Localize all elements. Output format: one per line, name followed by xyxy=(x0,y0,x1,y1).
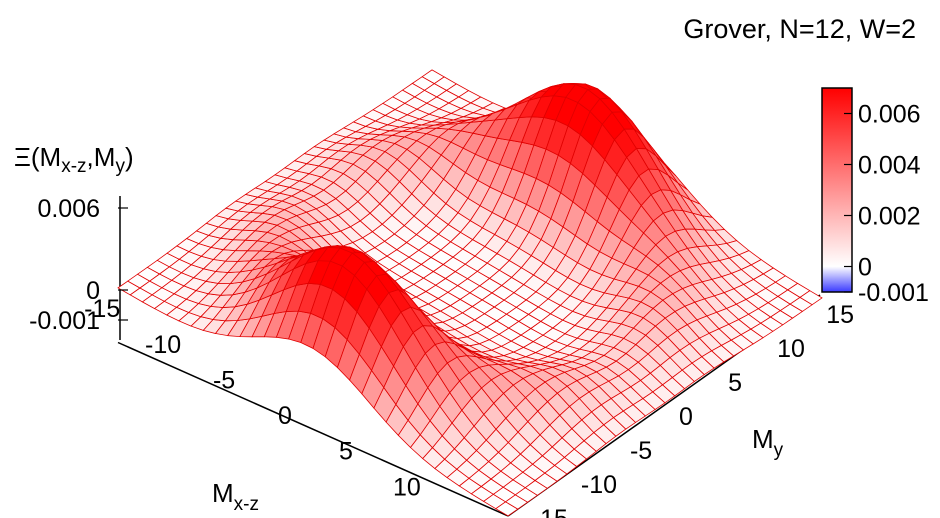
z-tick-label: 0 xyxy=(86,277,100,305)
colorbar-gradient xyxy=(821,87,853,293)
y-tick-label: -15 xyxy=(532,505,568,518)
x-tick-label: 10 xyxy=(393,473,421,501)
y-tick-label: 10 xyxy=(777,335,805,363)
x-axis-label: Mx-z xyxy=(212,478,259,515)
chart-title: Grover, N=12, W=2 xyxy=(683,14,916,44)
colorbar-tick-label: 0 xyxy=(858,254,872,282)
colorbar-tick-label: -0.001 xyxy=(858,279,929,307)
x-tick-label: -15 xyxy=(84,295,120,323)
surface-mesh xyxy=(117,69,823,517)
colorbar-tick-label: 0.004 xyxy=(858,152,921,180)
y-tick-label: 15 xyxy=(826,301,854,329)
z-tick-label: -0.001 xyxy=(29,307,100,335)
z-axis-label: Ξ(Mx-z,My) xyxy=(14,142,134,178)
y-tick-label: 0 xyxy=(679,403,693,431)
y-tick-label: 5 xyxy=(728,369,742,397)
x-tick-label: 0 xyxy=(278,402,292,430)
surface-cell xyxy=(799,290,823,306)
colorbar-tick-label: 0.002 xyxy=(858,203,921,231)
x-tick-label: -5 xyxy=(213,366,235,394)
x-axis-line xyxy=(117,341,509,517)
x-tick-label: -10 xyxy=(145,331,181,359)
colorbar-tick-label: 0.006 xyxy=(858,101,921,129)
x-tick-label: 5 xyxy=(339,438,353,466)
z-tick-label: 0.006 xyxy=(37,195,100,223)
colorbar: 0.006 0.004 0.002 0-0.001 xyxy=(821,87,929,307)
y-tick-label: -5 xyxy=(630,437,652,465)
y-axis-label: My xyxy=(752,424,784,461)
y-tick-label: -10 xyxy=(581,471,617,499)
